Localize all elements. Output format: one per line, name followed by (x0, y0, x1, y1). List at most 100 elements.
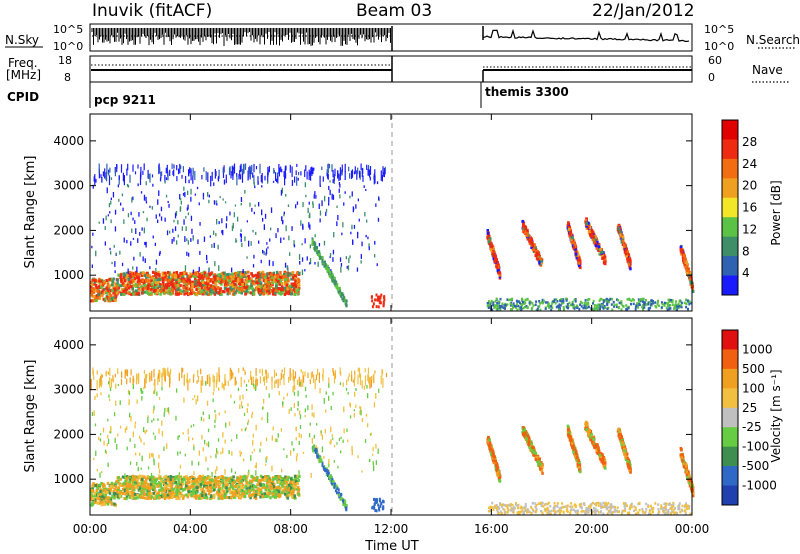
echo-cell (247, 287, 250, 291)
echo-cell (210, 175, 212, 187)
echo-cell (661, 303, 664, 306)
echo-cell (174, 475, 177, 479)
echo-cell (574, 300, 577, 303)
echo-cell (258, 492, 261, 496)
echo-cell (518, 301, 521, 305)
freq-panel: 18 8 60 0 (58, 54, 722, 84)
echo-cell (535, 300, 538, 303)
echo-cell (208, 475, 211, 479)
echo-cell (173, 237, 175, 242)
echo-cell (297, 284, 300, 288)
echo-cell (675, 300, 677, 303)
echo-cell (594, 244, 598, 248)
echo-cell (318, 243, 321, 247)
echo-cell (175, 281, 179, 284)
echo-cell (270, 276, 274, 280)
echo-cell (192, 236, 194, 241)
echo-cell (265, 252, 267, 256)
echo-cell (279, 292, 283, 296)
echo-cell (160, 206, 163, 212)
echo-cell (256, 271, 260, 275)
echo-cell (114, 270, 116, 274)
echo-cell (128, 281, 131, 285)
echo-cell (210, 495, 213, 498)
echo-cell (199, 485, 203, 488)
echo-cell (596, 238, 599, 242)
echo-cell (327, 173, 329, 179)
echo-cell (117, 286, 121, 290)
echo-cell (351, 224, 353, 230)
echo-cell (182, 272, 186, 275)
echo-cell (597, 306, 600, 309)
echo-cell (223, 271, 226, 275)
echo-cell (673, 307, 675, 310)
echo-cell (528, 301, 531, 305)
echo-cell (196, 486, 199, 490)
echo-cell (186, 251, 188, 256)
echo-cell (602, 256, 606, 260)
echo-cell (316, 253, 319, 256)
echo-cell (114, 169, 116, 177)
echo-cell (319, 256, 322, 260)
echo-cell (102, 291, 105, 295)
echo-cell (185, 291, 189, 295)
echo-cell (292, 276, 295, 280)
echo-cell (193, 482, 197, 486)
echo-cell (102, 218, 105, 224)
echo-cell (138, 287, 141, 291)
echo-cell (506, 303, 509, 306)
echo-cell (494, 257, 497, 261)
echo-cell (98, 221, 100, 224)
echo-cell (100, 503, 103, 507)
echo-cell (586, 298, 589, 301)
echo-cell (115, 488, 118, 492)
echo-cell (145, 289, 149, 292)
echo-cell (311, 237, 314, 241)
echo-cell (299, 261, 301, 265)
echo-cell (497, 300, 500, 303)
echo-cell (111, 261, 113, 265)
echo-cell (332, 257, 334, 262)
echo-cell (645, 299, 647, 302)
echo-cell (233, 283, 236, 286)
echo-cell (495, 297, 498, 301)
echo-cell (187, 492, 191, 496)
echo-cell (283, 171, 285, 177)
echo-cell (194, 284, 198, 288)
echo-cell (636, 302, 639, 305)
echo-cell (569, 230, 573, 234)
echo-cell (122, 207, 124, 212)
echo-cell (145, 489, 149, 493)
echo-cell (231, 285, 234, 288)
echo-cell (161, 271, 164, 275)
echo-cell (202, 477, 205, 481)
echo-cell (494, 255, 497, 259)
echo-cell (133, 496, 137, 500)
echo-cell (259, 273, 262, 277)
echo-cell (291, 273, 294, 277)
echo-cell (110, 296, 114, 300)
echo-cell (131, 286, 135, 290)
echo-cell (105, 279, 108, 282)
echo-cell (691, 287, 694, 291)
echo-cell (238, 282, 241, 286)
echo-cell (293, 274, 297, 278)
echo-cell (161, 284, 165, 287)
echo-cell (90, 497, 93, 501)
echo-cell (577, 261, 581, 265)
echo-cell (278, 492, 282, 496)
echo-cell (369, 169, 371, 178)
echo-cell (286, 496, 289, 500)
echo-cell (244, 484, 248, 488)
echo-cell (158, 493, 161, 497)
echo-cell (585, 221, 588, 225)
echo-cell (239, 170, 241, 177)
echo-cell (112, 297, 116, 301)
echo-cell (167, 200, 169, 203)
echo-cell (592, 308, 595, 312)
echo-cell (96, 491, 99, 495)
echo-cell (277, 228, 279, 233)
echo-cell (127, 213, 130, 218)
echo-cell (229, 286, 232, 290)
echo-cell (287, 279, 290, 283)
